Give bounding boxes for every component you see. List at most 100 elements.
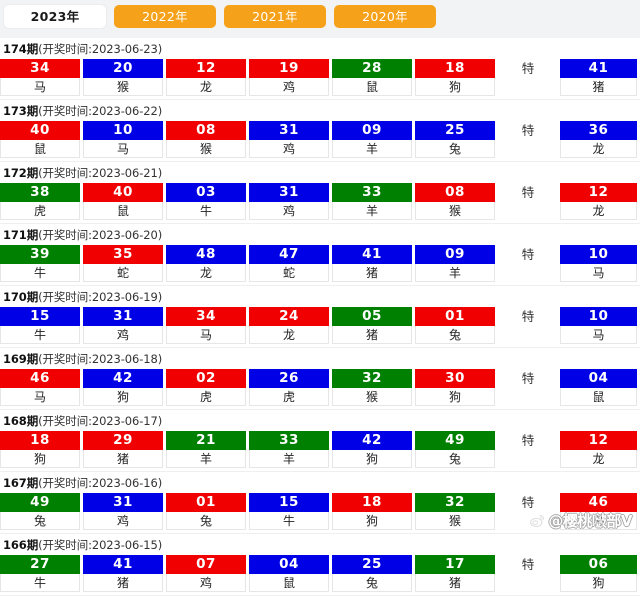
ball-cell: 32 猴 <box>332 369 412 406</box>
ball-cell: 18 狗 <box>332 493 412 530</box>
ball-zodiac: 狗 <box>332 512 412 530</box>
draw-datetime: (开奖时间:2023-06-23) <box>38 42 163 56</box>
special-ball-number: 04 <box>560 369 637 388</box>
ball-number: 38 <box>0 183 80 202</box>
ball-cell: 31 鸡 <box>249 183 329 220</box>
ball-number: 10 <box>83 121 163 140</box>
ball-cell: 38 虎 <box>0 183 80 220</box>
ball-number: 24 <box>249 307 329 326</box>
ball-zodiac: 狗 <box>332 450 412 468</box>
ball-cell: 10 马 <box>83 121 163 158</box>
special-ball-zodiac: 猪 <box>560 78 637 96</box>
draw-period: 169期 <box>3 352 39 366</box>
ball-cell: 05 猪 <box>332 307 412 344</box>
ball-number: 19 <box>249 59 329 78</box>
ball-number: 08 <box>415 183 495 202</box>
ball-cell: 15 牛 <box>249 493 329 530</box>
draw-period: 168期 <box>3 414 39 428</box>
year-tab-bar: 2023年 2022年 2021年 2020年 <box>0 0 640 33</box>
ball-zodiac: 羊 <box>415 264 495 282</box>
ball-zodiac: 龙 <box>166 78 246 96</box>
draw-row: 166期(开奖时间:2023-06-15) 27 牛 41 猪 07 鸡 04 鼠 25 兔 17 猪特… <box>0 534 640 596</box>
ball-number: 02 <box>166 369 246 388</box>
special-ball-number: 12 <box>560 183 637 202</box>
ball-zodiac: 蛇 <box>249 264 329 282</box>
draw-datetime: (开奖时间:2023-06-21) <box>38 166 163 180</box>
draw-period: 170期 <box>3 290 39 304</box>
ball-zodiac: 狗 <box>415 388 495 406</box>
ball-cell: 48 龙 <box>166 245 246 282</box>
ball-cell: 40 鼠 <box>83 183 163 220</box>
draw-datetime: (开奖时间:2023-06-19) <box>38 290 163 304</box>
ball-zodiac: 鸡 <box>249 78 329 96</box>
year-tab-2023[interactable]: 2023年 <box>4 5 106 28</box>
ball-number: 41 <box>83 555 163 574</box>
ball-cell: 18 狗 <box>0 431 80 468</box>
ball-number: 28 <box>332 59 412 78</box>
draw-datetime: (开奖时间:2023-06-20) <box>38 228 163 242</box>
special-ball-cell: 04 鼠 <box>560 369 637 406</box>
draw-row: 172期(开奖时间:2023-06-21) 38 虎 40 鼠 03 牛 31 鸡 33 羊 08 猴特… <box>0 162 640 224</box>
ball-zodiac: 猪 <box>332 264 412 282</box>
ball-number: 20 <box>83 59 163 78</box>
ball-cell: 35 蛇 <box>83 245 163 282</box>
ball-number: 03 <box>166 183 246 202</box>
ball-number: 27 <box>0 555 80 574</box>
special-ball-label: 特 <box>521 433 535 448</box>
ball-zodiac: 鼠 <box>83 202 163 220</box>
ball-number: 09 <box>415 245 495 264</box>
ball-cell: 03 牛 <box>166 183 246 220</box>
ball-cell: 25 兔 <box>415 121 495 158</box>
year-tab-2020[interactable]: 2020年 <box>334 5 436 28</box>
ball-zodiac: 鸡 <box>249 140 329 158</box>
ball-cell: 34 马 <box>0 59 80 96</box>
draw-header: 174期(开奖时间:2023-06-23) <box>0 38 640 59</box>
ball-number: 25 <box>332 555 412 574</box>
ball-number: 46 <box>0 369 80 388</box>
draw-header: 166期(开奖时间:2023-06-15) <box>0 534 640 555</box>
ball-number: 31 <box>249 121 329 140</box>
ball-cell: 15 牛 <box>0 307 80 344</box>
ball-number: 33 <box>249 431 329 450</box>
draw-row: 169期(开奖时间:2023-06-18) 46 马 42 狗 02 虎 26 虎 32 猴 30 狗特… <box>0 348 640 410</box>
special-ball-cell: 12 龙 <box>560 431 637 468</box>
draw-header: 169期(开奖时间:2023-06-18) <box>0 348 640 369</box>
ball-number: 49 <box>415 431 495 450</box>
ball-number: 47 <box>249 245 329 264</box>
ball-zodiac: 鸡 <box>249 202 329 220</box>
year-tab-2021[interactable]: 2021年 <box>224 5 326 28</box>
draw-period: 171期 <box>3 228 39 242</box>
ball-zodiac: 兔 <box>415 140 495 158</box>
ball-zodiac: 兔 <box>415 450 495 468</box>
draw-period: 167期 <box>3 476 39 490</box>
ball-zodiac: 狗 <box>83 388 163 406</box>
special-ball-label: 特 <box>521 123 535 138</box>
ball-cell: 42 狗 <box>83 369 163 406</box>
special-ball-cell: 41 猪 <box>560 59 637 96</box>
draw-datetime: (开奖时间:2023-06-17) <box>38 414 163 428</box>
special-ball-zodiac: 马 <box>560 264 637 282</box>
draw-header: 167期(开奖时间:2023-06-16) <box>0 472 640 493</box>
special-ball-label: 特 <box>521 371 535 386</box>
ball-cell: 25 兔 <box>332 555 412 592</box>
draw-row: 171期(开奖时间:2023-06-20) 39 牛 35 蛇 48 龙 47 蛇 41 猪 09 羊特… <box>0 224 640 286</box>
ball-number: 05 <box>332 307 412 326</box>
special-ball-number: 12 <box>560 431 637 450</box>
draw-row: 167期(开奖时间:2023-06-16) 49 兔 31 鸡 01 兔 15 牛 18 狗 32 猴特… <box>0 472 640 534</box>
ball-cell: 27 牛 <box>0 555 80 592</box>
ball-zodiac: 鼠 <box>332 78 412 96</box>
ball-number: 04 <box>249 555 329 574</box>
ball-number: 08 <box>166 121 246 140</box>
ball-number: 12 <box>166 59 246 78</box>
ball-zodiac: 猴 <box>415 512 495 530</box>
ball-number: 18 <box>0 431 80 450</box>
draw-row: 170期(开奖时间:2023-06-19) 15 牛 31 鸡 34 马 24 龙 05 猪 01 兔特… <box>0 286 640 348</box>
draw-results-list: 174期(开奖时间:2023-06-23) 34 马 20 猴 12 龙 19 鸡 28 鼠 18 狗特… <box>0 38 640 596</box>
special-ball-zodiac: 鼠 <box>560 388 637 406</box>
ball-zodiac: 虎 <box>0 202 80 220</box>
ball-zodiac: 猴 <box>415 202 495 220</box>
ball-cell: 08 猴 <box>166 121 246 158</box>
year-tab-2022[interactable]: 2022年 <box>114 5 216 28</box>
ball-number: 31 <box>249 183 329 202</box>
ball-zodiac: 猴 <box>83 78 163 96</box>
